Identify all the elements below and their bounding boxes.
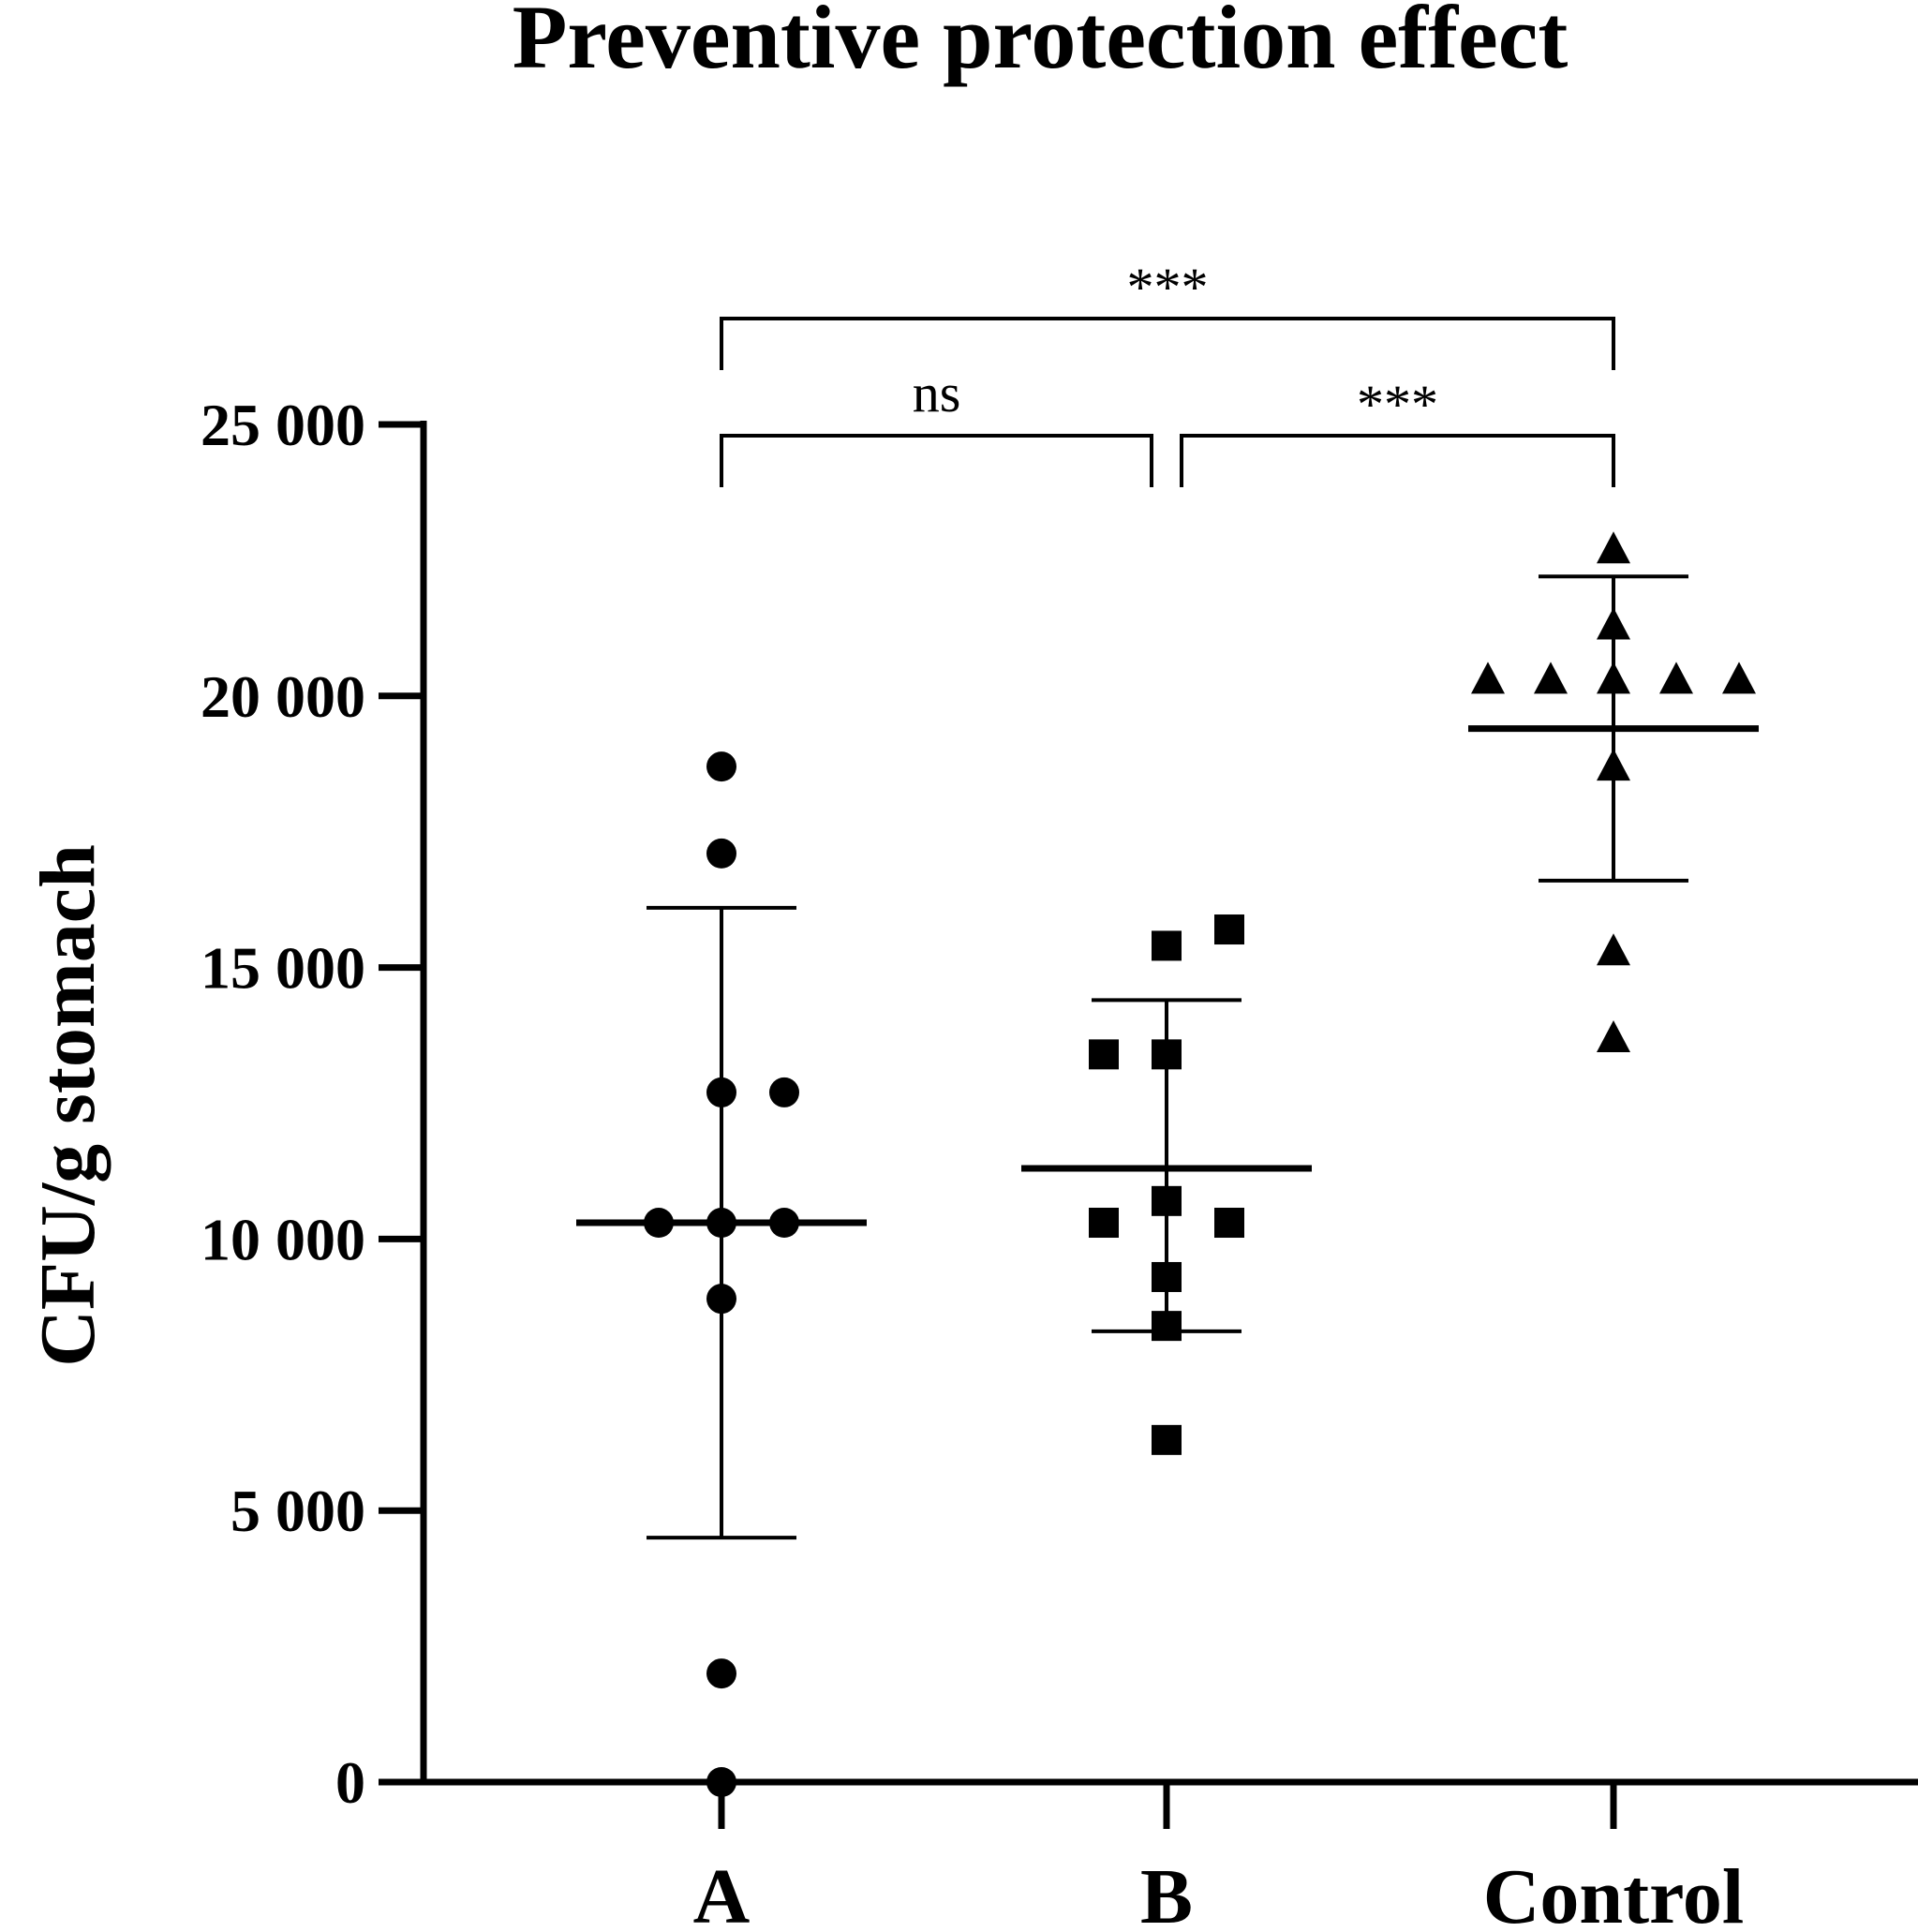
- data-point-triangle: [1597, 749, 1630, 781]
- data-point-square: [1152, 1039, 1182, 1070]
- plot-area: 0 5 000 10 000 15 000 20 000 25 000 A B Control n…: [201, 257, 1918, 1932]
- data-point-circle: [706, 1767, 736, 1797]
- y-tick-label: 20 000: [201, 663, 365, 730]
- data-point-circle: [706, 751, 736, 782]
- data-point-triangle: [1597, 933, 1630, 966]
- significance-bracket: [720, 317, 1615, 370]
- data-point-square: [1152, 930, 1182, 961]
- significance-label: ***: [1127, 257, 1209, 318]
- data-point-square: [1152, 1261, 1182, 1292]
- data-point-square: [1089, 1208, 1119, 1239]
- data-point-square: [1152, 1424, 1182, 1455]
- data-point-triangle: [1471, 661, 1505, 694]
- data-point-circle: [706, 838, 736, 869]
- data-point-square: [1089, 1039, 1119, 1070]
- significance-bracket: [1180, 434, 1615, 487]
- significance-label: ns: [913, 363, 961, 424]
- y-tick-label: 25 000: [201, 392, 365, 458]
- y-tick-label: 0: [335, 1749, 365, 1816]
- data-point-triangle: [1659, 661, 1693, 694]
- x-tick-label: A: [693, 1853, 751, 1932]
- data-point-triangle: [1597, 607, 1630, 640]
- data-point-triangle: [1722, 661, 1756, 694]
- data-point-square: [1152, 1311, 1182, 1342]
- y-tick-label: 15 000: [201, 935, 365, 1002]
- data-point-circle: [706, 1077, 736, 1107]
- data-point-square: [1214, 1208, 1244, 1239]
- data-point-square: [1152, 1185, 1182, 1216]
- y-axis-label: CFU/g stomach: [24, 844, 112, 1367]
- data-point-circle: [706, 1208, 736, 1239]
- data-point-circle: [706, 1284, 736, 1315]
- data-point-circle: [706, 1658, 736, 1689]
- data-point-triangle: [1597, 1019, 1630, 1052]
- data-point-square: [1214, 914, 1244, 945]
- x-tick-label: Control: [1483, 1853, 1744, 1932]
- data-point-circle: [769, 1208, 799, 1239]
- data-point-triangle: [1534, 661, 1568, 694]
- chart-title: Preventive protection effect: [513, 0, 1569, 87]
- significance-bracket: [720, 434, 1153, 487]
- data-point-circle: [769, 1077, 799, 1107]
- significance-label: ***: [1357, 374, 1438, 435]
- data-point-triangle: [1597, 531, 1630, 564]
- y-tick-label: 10 000: [201, 1206, 365, 1272]
- x-tick-label: B: [1140, 1853, 1193, 1932]
- data-point-circle: [644, 1208, 674, 1239]
- data-point-triangle: [1597, 661, 1630, 694]
- y-tick-label: 5 000: [230, 1478, 365, 1544]
